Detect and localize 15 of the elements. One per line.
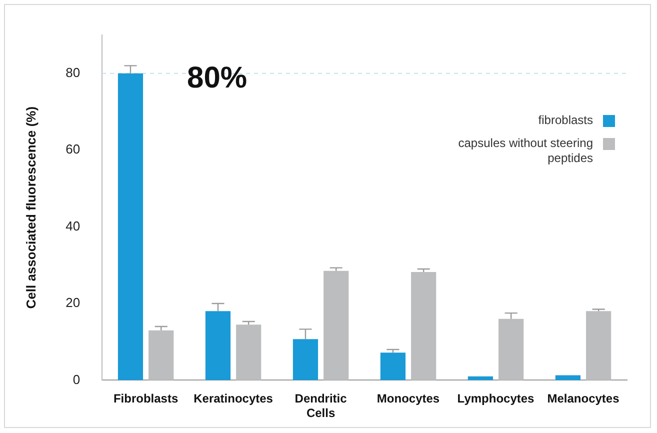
y-tick-label: 20 [66,295,80,310]
x-tick-label: Monocytes [376,392,440,406]
y-tick-label: 40 [66,218,80,234]
y-tick-label: 60 [66,142,80,157]
y-tick-label: 0 [72,372,80,387]
x-tick-label: Lymphocytes [457,392,535,406]
x-tick-label: Dendritic Cells [294,392,348,420]
x-tick-label: Melanocytes [547,392,620,406]
ref-line-label: 80% [187,62,248,95]
x-tick-label: Fibroblasts [113,392,178,406]
y-axis-title: Cell associated fluorescence (%) [23,106,38,309]
legend-label: capsules without steering peptides [457,136,593,166]
legend-label: fibroblasts [538,113,593,128]
x-tick-label: Keratinocytes [194,392,274,406]
y-tick-label: 80 [66,64,80,80]
